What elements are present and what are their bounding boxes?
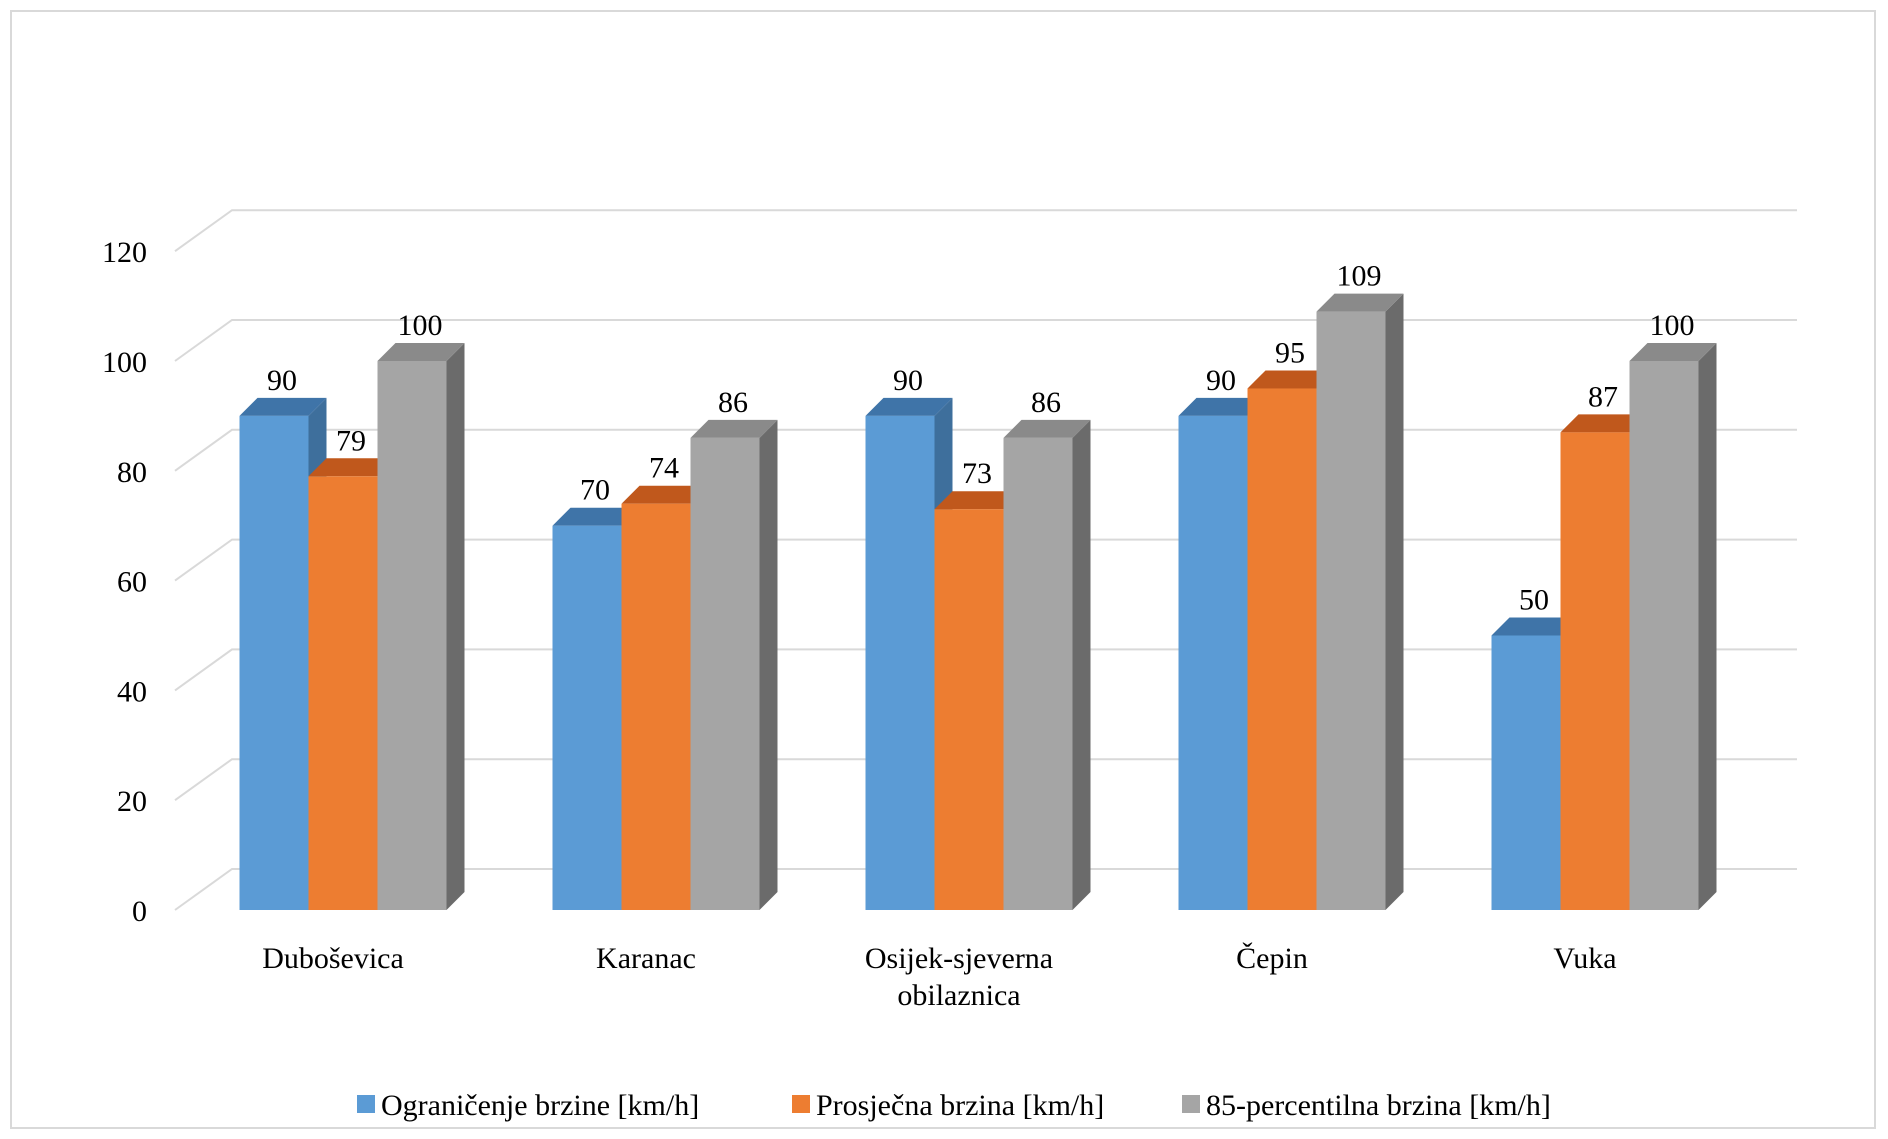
bar-top: [239, 397, 327, 416]
category-label: Osijek-sjeverna obilaznica: [865, 942, 1053, 1012]
bar-front: [1178, 415, 1248, 910]
bar-front: [1003, 437, 1073, 910]
bar: [690, 419, 778, 910]
bar: [934, 491, 1022, 910]
bar-top: [1003, 419, 1091, 438]
data-labels: 90 79 100 70 74 86 90 73 86 90 95 109 50 87 100: [267, 260, 1695, 617]
category-label: Čepin: [1236, 942, 1308, 975]
data-label: 73: [962, 457, 992, 490]
data-label: 100: [398, 309, 443, 342]
data-label: 50: [1519, 584, 1549, 617]
gridlines: [174, 209, 1797, 911]
bar-front: [1629, 361, 1699, 910]
bar-top: [1178, 397, 1266, 416]
bar-top: [865, 397, 953, 416]
bar-top: [934, 491, 1022, 510]
bar: [1629, 343, 1717, 910]
bar-top: [1560, 414, 1648, 433]
bar-front: [621, 503, 691, 910]
legend-label: Ograničenje brzine [km/h]: [381, 1089, 699, 1122]
bar-side: [446, 343, 465, 910]
gridline: [174, 209, 1797, 253]
data-label: 74: [649, 452, 679, 485]
y-tick-label: 0: [132, 895, 147, 928]
gridline: [174, 319, 1797, 362]
data-label: 79: [336, 424, 366, 457]
bar-front: [239, 415, 309, 910]
y-tick-label: 40: [117, 675, 147, 708]
legend-label: Prosječna brzina [km/h]: [816, 1089, 1104, 1122]
bar-side: [1385, 293, 1404, 911]
bar-top: [1491, 617, 1579, 636]
data-label: 90: [893, 364, 923, 397]
legend: Ograničenje brzine [km/h] Prosječna brzin…: [357, 1089, 1551, 1122]
bar-front: [308, 476, 378, 910]
bar-top: [621, 485, 709, 504]
y-tick-label: 20: [117, 785, 147, 818]
legend-item: 85-percentilna brzina [km/h]: [1182, 1089, 1551, 1122]
bar-top: [377, 343, 465, 361]
y-tick-label: 120: [102, 236, 147, 269]
category-label: Karanac: [596, 942, 696, 975]
bar-front: [1560, 432, 1630, 910]
bar-top: [690, 419, 778, 438]
bar-front: [865, 415, 935, 910]
legend-swatch: [792, 1095, 810, 1113]
bar-top: [1629, 343, 1717, 361]
legend-swatch: [357, 1095, 375, 1113]
bar-front: [690, 437, 760, 910]
bar-front: [377, 361, 447, 910]
bar-side: [1698, 343, 1717, 910]
bars: [239, 293, 1717, 911]
bar-front: [934, 509, 1004, 910]
category-labels: Duboševica Karanac Osijek-sjeverna obilazni…: [262, 942, 1616, 1012]
bar-chart: 0 20 40 60 80 100 120 90 79 100 70 74 86 90 73 86 90 95 1…: [102, 209, 1797, 1122]
data-label: 70: [580, 474, 610, 507]
chart-frame: 0 20 40 60 80 100 120 90 79 100 70 74 86 90 73 86 90 95 1…: [10, 10, 1876, 1129]
data-label: 86: [1031, 386, 1061, 419]
bar-side: [1072, 419, 1091, 910]
data-label: 86: [718, 386, 748, 419]
bar: [1316, 293, 1404, 911]
data-label: 100: [1650, 309, 1695, 342]
y-tick-label: 60: [117, 566, 147, 599]
bar-front: [1491, 635, 1561, 910]
data-label: 90: [1206, 364, 1236, 397]
y-tick-label: 100: [102, 346, 147, 379]
bar-top: [308, 458, 396, 477]
category-label: Vuka: [1553, 942, 1616, 975]
legend-item: Ograničenje brzine [km/h]: [357, 1089, 699, 1122]
y-tick-label: 80: [117, 456, 147, 489]
bar-top: [1316, 293, 1404, 312]
bar: [1003, 419, 1091, 910]
data-label: 109: [1337, 260, 1382, 293]
bar-top: [1247, 370, 1335, 389]
legend-item: Prosječna brzina [km/h]: [792, 1089, 1104, 1122]
data-label: 95: [1275, 336, 1305, 369]
data-label: 87: [1588, 380, 1618, 413]
legend-swatch: [1182, 1095, 1200, 1113]
bar-front: [1247, 388, 1317, 910]
bar-top: [552, 507, 640, 526]
bar-front: [552, 525, 622, 910]
legend-label: 85-percentilna brzina [km/h]: [1206, 1089, 1551, 1122]
bar-front: [1316, 311, 1386, 911]
bar-side: [759, 419, 778, 910]
bar: [377, 343, 465, 910]
data-label: 90: [267, 364, 297, 397]
y-axis-ticks: 0 20 40 60 80 100 120: [102, 236, 147, 928]
category-label: Duboševica: [262, 942, 404, 975]
